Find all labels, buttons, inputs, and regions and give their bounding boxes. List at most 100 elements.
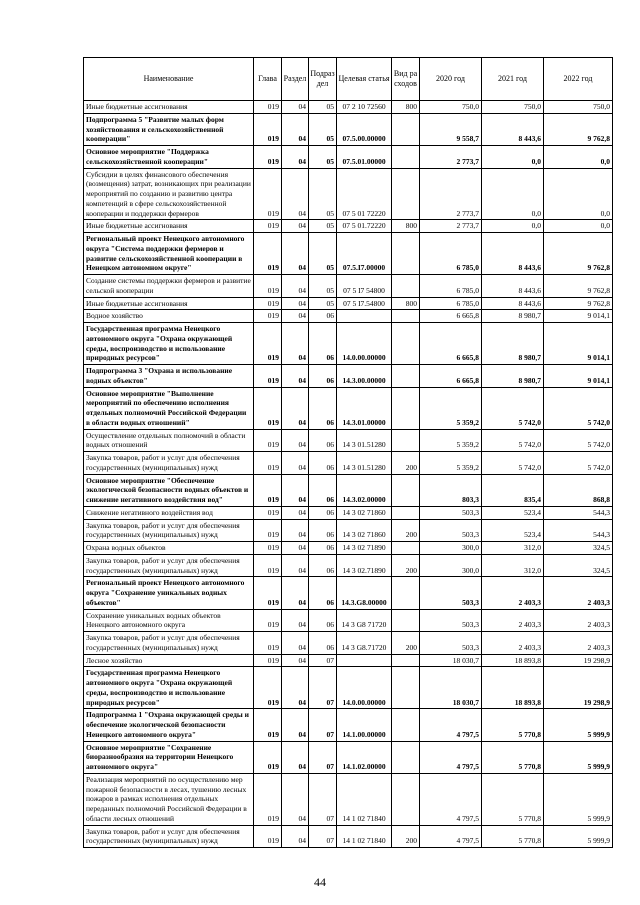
table-row: Государственная программа Ненецкого авто… bbox=[83, 322, 613, 365]
celevaya-statya-cell: 14.1.00.00000 bbox=[336, 708, 392, 742]
year-2021-cell: 0,0 bbox=[481, 219, 544, 233]
table-row: Основное мероприятие "Поддержка сельскох… bbox=[83, 145, 613, 169]
year-2020-cell: 2 773,7 bbox=[419, 145, 482, 169]
razdel-cell: 04 bbox=[281, 100, 309, 114]
celevaya-statya-cell: 07.5.I7.00000 bbox=[336, 232, 392, 275]
year-2020-cell: 2 773,7 bbox=[419, 219, 482, 233]
podrazdel-cell: 05 bbox=[308, 167, 337, 221]
header-podrazdel: Подраздел bbox=[308, 57, 337, 101]
row-name-cell: Основное мероприятие "Поддержка сельскох… bbox=[83, 145, 254, 169]
razdel-cell: 04 bbox=[281, 428, 309, 452]
podrazdel-cell: 06 bbox=[308, 428, 337, 452]
year-2020-cell: 503,3 bbox=[419, 631, 482, 655]
celevaya-statya-cell: 14 3 01.51280 bbox=[336, 451, 392, 475]
budget-table: Наименование Глава Раздел Подраздел Целе… bbox=[83, 57, 613, 848]
celevaya-statya-cell: 07 5 01.72220 bbox=[336, 219, 392, 233]
year-2020-cell: 5 359,2 bbox=[419, 451, 482, 475]
row-name-cell: Государственная программа Ненецкого авто… bbox=[83, 666, 254, 710]
header-2020: 2020 год bbox=[419, 57, 482, 101]
vid-rashodov-cell: 800 bbox=[391, 219, 420, 233]
razdel-cell: 04 bbox=[281, 576, 309, 610]
razdel-cell: 04 bbox=[281, 167, 309, 221]
row-name-cell: Закупка товаров, работ и услуг для обесп… bbox=[83, 553, 254, 578]
year-2021-cell: 5 770,8 bbox=[481, 740, 544, 774]
vid-rashodov-cell bbox=[391, 386, 420, 430]
row-name-cell: Иные бюджетные ассигнования bbox=[83, 219, 254, 233]
year-2020-cell: 6 785,0 bbox=[419, 274, 482, 298]
celevaya-statya-cell: 14 3 G8 71720 bbox=[336, 608, 392, 632]
row-name-cell: Водное хозяйство bbox=[83, 309, 254, 323]
celevaya-statya-cell: 14 3 02 71860 bbox=[336, 505, 392, 520]
glava-cell: 019 bbox=[253, 364, 282, 388]
vid-rashodov-cell bbox=[391, 274, 420, 298]
year-2022-cell: 9 762,8 bbox=[543, 232, 613, 275]
vid-rashodov-cell bbox=[391, 428, 420, 452]
table-row: Подпрограмма 5 "Развитие малых форм хозя… bbox=[83, 112, 613, 147]
table-row: Основное мероприятие "Выполнение меропри… bbox=[83, 386, 613, 430]
header-2022: 2022 год bbox=[543, 57, 613, 101]
year-2022-cell: 5 742,0 bbox=[543, 386, 613, 430]
razdel-cell: 04 bbox=[281, 772, 309, 826]
year-2020-cell: 503,3 bbox=[419, 608, 482, 632]
celevaya-statya-cell: 14 3 02 71860 bbox=[336, 518, 392, 542]
vid-rashodov-cell bbox=[391, 364, 420, 388]
row-name-cell: Основное мероприятие "Выполнение меропри… bbox=[83, 386, 254, 430]
table-row: Сохранение уникальных водных объектов Не… bbox=[83, 608, 613, 632]
year-2020-cell: 18 030,7 bbox=[419, 653, 482, 668]
podrazdel-cell: 06 bbox=[308, 505, 337, 520]
row-name-cell: Государственная программа Ненецкого авто… bbox=[83, 322, 254, 365]
year-2021-cell: 5 742,0 bbox=[481, 386, 544, 430]
year-2021-cell: 5 742,0 bbox=[481, 451, 544, 475]
razdel-cell: 04 bbox=[281, 386, 309, 430]
glava-cell: 019 bbox=[253, 451, 282, 475]
year-2022-cell: 0,0 bbox=[543, 219, 613, 233]
podrazdel-cell: 05 bbox=[308, 219, 337, 233]
celevaya-statya-cell: 14.0.00.00000 bbox=[336, 666, 392, 710]
table-row: Создание системы поддержки фермеров и ра… bbox=[83, 274, 613, 298]
row-name-cell: Подпрограмма 1 "Охрана окружающей среды … bbox=[83, 708, 254, 742]
year-2022-cell: 5 742,0 bbox=[543, 451, 613, 475]
year-2022-cell: 5 742,0 bbox=[543, 428, 613, 452]
table-row: Закупка товаров, работ и услуг для обесп… bbox=[83, 553, 613, 578]
year-2021-cell: 750,0 bbox=[481, 100, 544, 114]
razdel-cell: 04 bbox=[281, 631, 309, 655]
vid-rashodov-cell: 800 bbox=[391, 296, 420, 311]
year-2022-cell: 9 762,8 bbox=[543, 112, 613, 147]
row-name-cell: Закупка товаров, работ и услуг для обесп… bbox=[83, 451, 254, 475]
podrazdel-cell: 07 bbox=[308, 740, 337, 774]
celevaya-statya-cell: 14 3 02 71890 bbox=[336, 541, 392, 555]
glava-cell: 019 bbox=[253, 309, 282, 323]
glava-cell: 019 bbox=[253, 653, 282, 668]
celevaya-statya-cell: 14 3 02.71890 bbox=[336, 553, 392, 578]
year-2022-cell: 9 014,1 bbox=[543, 322, 613, 365]
year-2022-cell: 5 999,9 bbox=[543, 708, 613, 742]
table-row: Государственная программа Ненецкого авто… bbox=[83, 666, 613, 710]
vid-rashodov-cell bbox=[391, 145, 420, 169]
razdel-cell: 04 bbox=[281, 364, 309, 388]
year-2021-cell: 312,0 bbox=[481, 541, 544, 555]
year-2020-cell: 803,3 bbox=[419, 473, 482, 507]
vid-rashodov-cell bbox=[391, 653, 420, 668]
celevaya-statya-cell: 14 1 02 71840 bbox=[336, 824, 392, 848]
year-2022-cell: 868,8 bbox=[543, 473, 613, 507]
razdel-cell: 04 bbox=[281, 553, 309, 578]
razdel-cell: 04 bbox=[281, 451, 309, 475]
celevaya-statya-cell: 07 2 10 72560 bbox=[336, 100, 392, 114]
podrazdel-cell: 06 bbox=[308, 364, 337, 388]
row-name-cell: Основное мероприятие "Сохранение биоразн… bbox=[83, 740, 254, 774]
podrazdel-cell: 07 bbox=[308, 666, 337, 710]
podrazdel-cell: 05 bbox=[308, 296, 337, 311]
celevaya-statya-cell: 14 3 G8.71720 bbox=[336, 631, 392, 655]
year-2021-cell: 8 980,7 bbox=[481, 322, 544, 365]
year-2021-cell: 835,4 bbox=[481, 473, 544, 507]
table-header-row: Наименование Глава Раздел Подраздел Целе… bbox=[83, 57, 613, 101]
header-celevaya-statya: Целевая статья bbox=[336, 57, 392, 101]
row-name-cell: Субсидии в целях финансового обеспечения… bbox=[83, 167, 254, 221]
row-name-cell: Реализация мероприятий по осуществлению … bbox=[83, 772, 254, 826]
glava-cell: 019 bbox=[253, 553, 282, 578]
year-2021-cell: 5 770,8 bbox=[481, 824, 544, 848]
celevaya-statya-cell: 07 5 I7.54800 bbox=[336, 296, 392, 311]
header-razdel: Раздел bbox=[281, 57, 309, 101]
year-2021-cell: 8 980,7 bbox=[481, 364, 544, 388]
year-2021-cell: 8 443,6 bbox=[481, 112, 544, 147]
